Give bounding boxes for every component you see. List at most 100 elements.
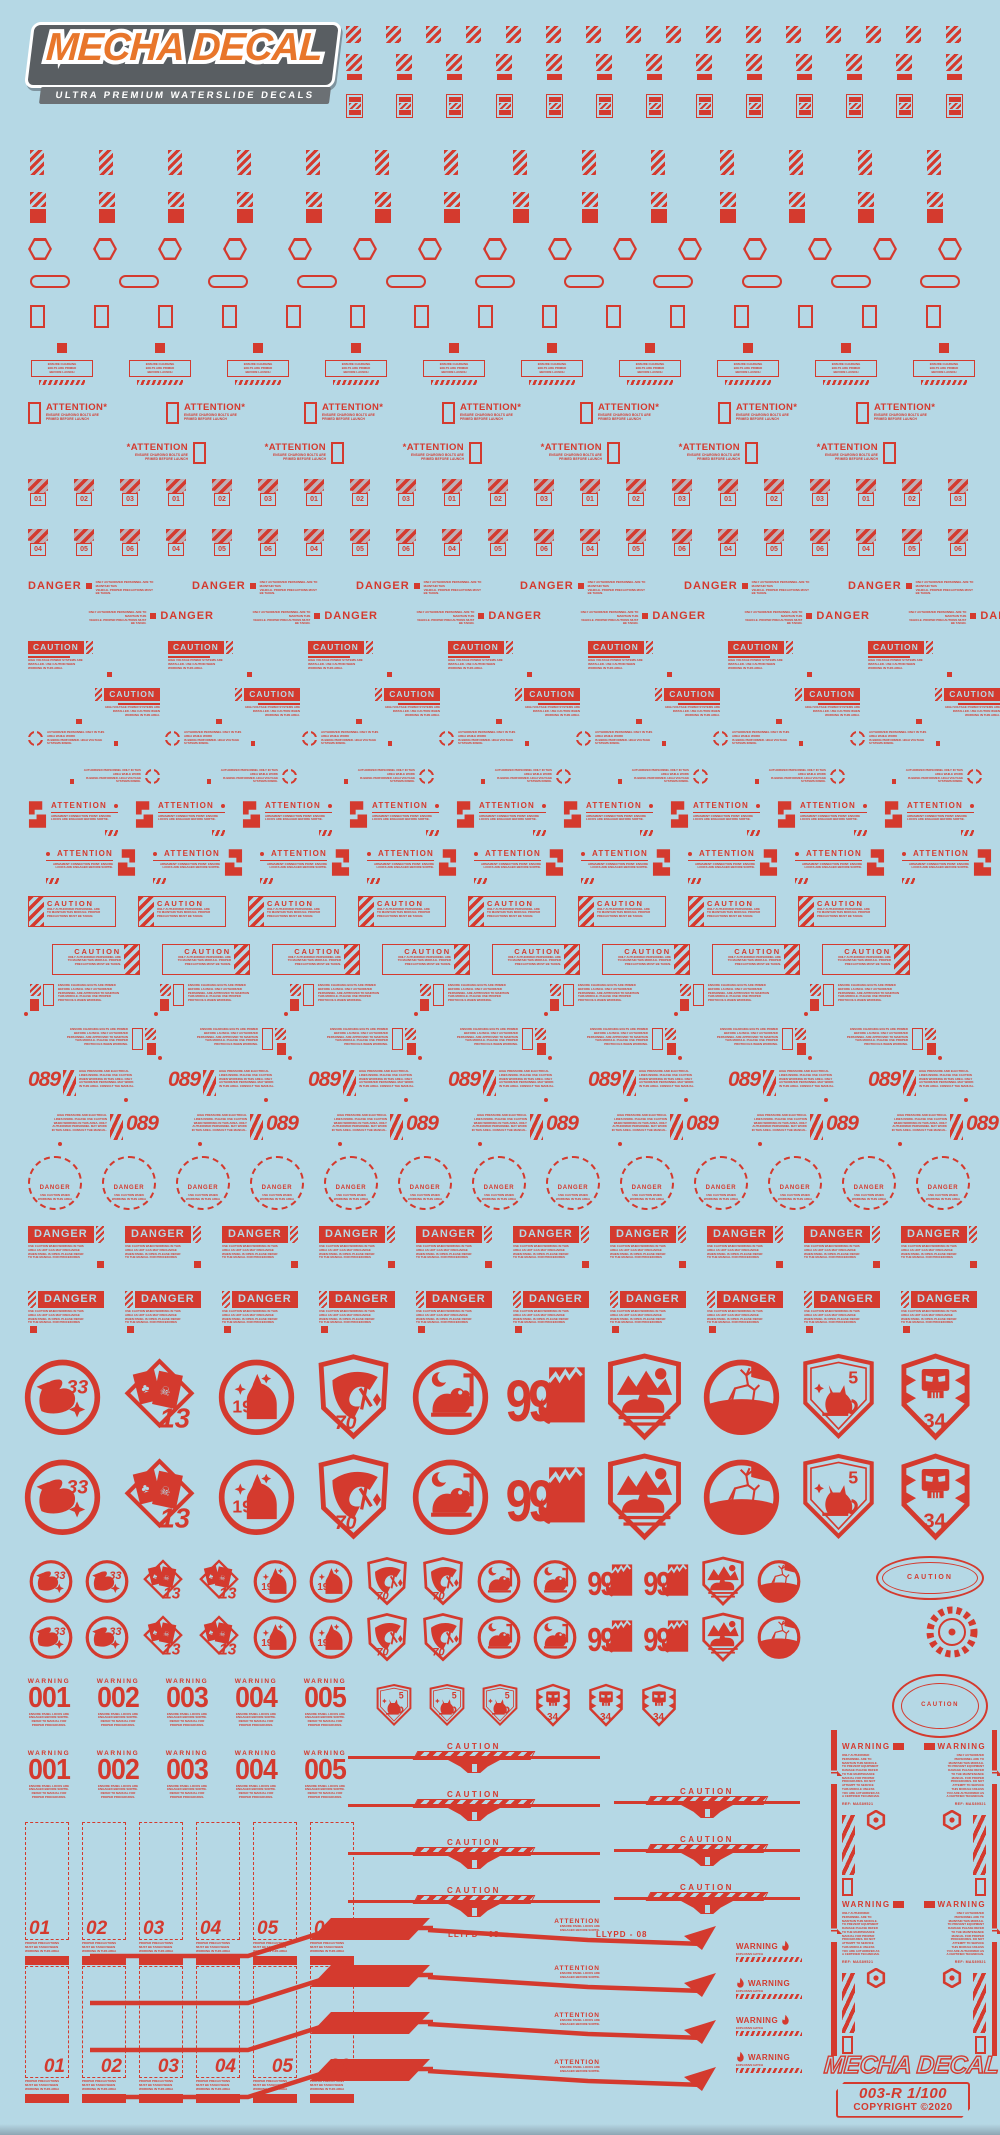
micro-text-line: AUTHORIZED PERSONNEL MAY WORK (639, 1080, 694, 1085)
micro-text-line: WORKING IN THIS AREA. (964, 712, 1000, 717)
micro-text-line: WHEN PANEL IS OPEN. PLEASE REFER (125, 1251, 181, 1256)
micro-text-line: LINES INSIDE. PLEASE USE CAUTION (474, 1116, 527, 1121)
hatch-icon (95, 688, 103, 702)
micro-text-line: TO THE MAINTENANCE (842, 1771, 875, 1776)
micro-text-line: WORKING IN THIS AREA (407, 1196, 443, 1201)
square-icon (892, 779, 896, 785)
warning-number: 004 (235, 1754, 278, 1786)
caution-module-decal-mirrored: CAUTION ONLY AUTHORIZED PERSONNEL ARE TO … (162, 944, 250, 975)
warning-number: 003 (166, 1682, 209, 1714)
icon-cluster (652, 1028, 682, 1062)
danger-title: DANGER (261, 1185, 293, 1191)
square-icon (418, 1326, 425, 1334)
hatch-icon (365, 641, 373, 655)
slot-outline-icon (975, 2036, 986, 2055)
micro-text-line: PROPER PROCEDURES. (31, 1722, 67, 1727)
micro-text-line: LOCKS ARE ENGAGED BEFORE SORTIE. (376, 865, 434, 870)
micro-text-line: ENGAGED BEFORE SORTIE. (305, 1787, 345, 1792)
micro-text-line: ENSURE CHARGING BOLTS ARE (135, 453, 188, 457)
solid-bar-icon (139, 2094, 183, 2104)
square-icon (806, 671, 812, 677)
micro-text-line: PRIMED BEFORE LAUNCH (598, 417, 641, 422)
caution-label: CAUTION (448, 641, 504, 655)
dot-icon (367, 851, 371, 856)
hatch-line-icon (137, 380, 183, 386)
number-badge-decal: 02 (626, 479, 646, 506)
rule-line (728, 656, 770, 659)
squadron-emblem-icon (476, 1556, 522, 1606)
rule-line (168, 656, 210, 659)
micro-text-line: LOCKS ARE ENGAGED BEFORE SORTIE. (158, 817, 216, 822)
hexagon-outline-decal (28, 238, 52, 260)
micro-text-line: ENSURE CHARGING BOLTS ARE PRIMED (448, 983, 506, 987)
micro-text-line: WORKING IN THIS AREA (925, 1196, 961, 1201)
number-badge-decal: 03 (120, 479, 140, 506)
block-number: 089 (965, 1112, 999, 1135)
attention-decal: ATTENTION* ENSURE CHARGING BOLTS ARE PRIM… (442, 402, 562, 424)
micro-text-line: USE CAUTION WHEN WORKING IN THIS (804, 1309, 860, 1313)
micro-text-line: REFER TO MANUAL FOR (307, 1719, 343, 1724)
micro-text-line: MUST BE TAKEN WHEN (25, 2082, 59, 2087)
strip-number: 01 (43, 2056, 65, 2077)
badge-number: 04 (30, 543, 46, 556)
squadron-emblem-icon (476, 1612, 522, 1662)
micro-text-line: REFER TO MANUAL FOR (169, 1719, 205, 1724)
shield-emblem-icon (374, 1683, 414, 1727)
micro-text-line: ENSURE PANEL LOCKS ARE (28, 1783, 70, 1788)
micro-text-line: WORKING IN THIS AREA. (404, 712, 440, 717)
micro-text-line: HIGH VOLTAGE POWER SYSTEMS ARE (168, 658, 223, 663)
warning-number: 005 (304, 1682, 347, 1714)
caution-stripe-column-right: CAUTION CAUTION CAUTION (614, 1787, 800, 1919)
micro-text-line: WORKING IN THIS AREA (333, 1196, 369, 1201)
hatch-band-icon (645, 1892, 769, 1901)
micro-text-line: WHEN PANEL IS OPEN. PLEASE REFER (610, 1316, 666, 1321)
attention-title: ATTENTION (699, 849, 755, 858)
danger-label: DANGER (684, 580, 738, 592)
micro-text-line: LOCKS ARE ENGAGED BEFORE SORTIE. (372, 817, 430, 822)
block-089-decal-mirrored: 089 HIGH PRESSURE AND ELECTRICAL LINES IN… (888, 1112, 999, 1146)
micro-text-line: AUTHORIZED PERSONNEL ONLY IN THIS AREA W… (595, 730, 653, 738)
nut-icon (942, 1810, 962, 1830)
squadron-emblem-icon (700, 1612, 746, 1662)
hatch-square-bar-decal (496, 54, 512, 80)
micro-text-line: WORKING IN THIS AREA. (308, 665, 344, 670)
micro-text-line: LOCKS ARE ENGAGED BEFORE SORTIE. (269, 865, 327, 870)
micro-text-line: AUTHORIZED PERSONNEL MAY WORK (359, 1080, 414, 1085)
square-icon (127, 1326, 134, 1334)
micro-text-line: HIGH PRESSURE AND ELECTRICAL (79, 1069, 130, 1073)
micro-text-line: AUTHORIZED PERSONNEL MAY WORK (79, 1080, 134, 1085)
danger-title: DANGER (409, 1185, 441, 1191)
squadron-emblem-icon (895, 1452, 976, 1541)
rule-line (907, 811, 974, 814)
dot-icon (338, 1142, 342, 1146)
hatch-cap-icon (120, 479, 140, 494)
warning-number: 001 (28, 1682, 71, 1714)
micro-text-line: ARMAMENT CONNECTION POINT. ENSURE (372, 813, 433, 818)
rect-outline-decal (606, 305, 621, 328)
caution-module-decal-mirrored: CAUTION ONLY AUTHORIZED PERSONNEL ARE TO … (492, 944, 580, 975)
caution-stripe-decal: CAUTION (348, 1742, 600, 1778)
danger-title: DANGER (804, 1226, 870, 1243)
strip-number: 05 (257, 1918, 279, 1939)
squadron-emblem-icon (701, 1452, 782, 1541)
charge-box-decal: ENSURE CHARGING BOLTS ARE PRIMED BEFORE LA… (520, 343, 584, 386)
micro-text-line: WHEN PANEL IS OPEN. PLEASE REFER (610, 1251, 666, 1256)
flame-icon (781, 2014, 790, 2026)
micro-text-line: WORKING IN THIS AREA. (868, 665, 904, 670)
rect-outline-decal (862, 305, 877, 328)
micro-text-line: REFER TO MANUAL FOR (31, 1719, 67, 1724)
attention-armament-row-mirrored: ATTENTION ARMAMENT CONNECTION POINT. ENS… (46, 849, 992, 884)
micro-text-line: BEFORE LAUNCH (833, 369, 859, 374)
hatch-cap-icon (626, 479, 646, 494)
warning-number-decal: WARNING 001 ENSURE PANEL LOCKS ARE ENGAGE… (25, 1678, 73, 1728)
micro-text-line: AUTHORIZED PERSONNEL MAY WORK (752, 1124, 807, 1129)
authorized-decal: AUTHORIZED PERSONNEL ONLY IN THIS AREA W… (712, 730, 803, 748)
danger-title: DANGER (483, 1185, 515, 1191)
warning-number: 004 (235, 1682, 278, 1714)
micro-text-line: TO MAINTAIN THIS MODULE. PROPER (377, 910, 431, 915)
rect-icon (304, 402, 317, 424)
hexagon-outline-decal (678, 238, 702, 260)
micro-text-line: ONLY AUTHORIZED PERSONNEL ARE (288, 954, 341, 959)
micro-text-line: IS BEING PERFORMED. HIGH VOLTAGE SYSTEMS… (321, 737, 377, 746)
micro-text-line: PROPER PRECAUTIONS (25, 1941, 60, 1945)
